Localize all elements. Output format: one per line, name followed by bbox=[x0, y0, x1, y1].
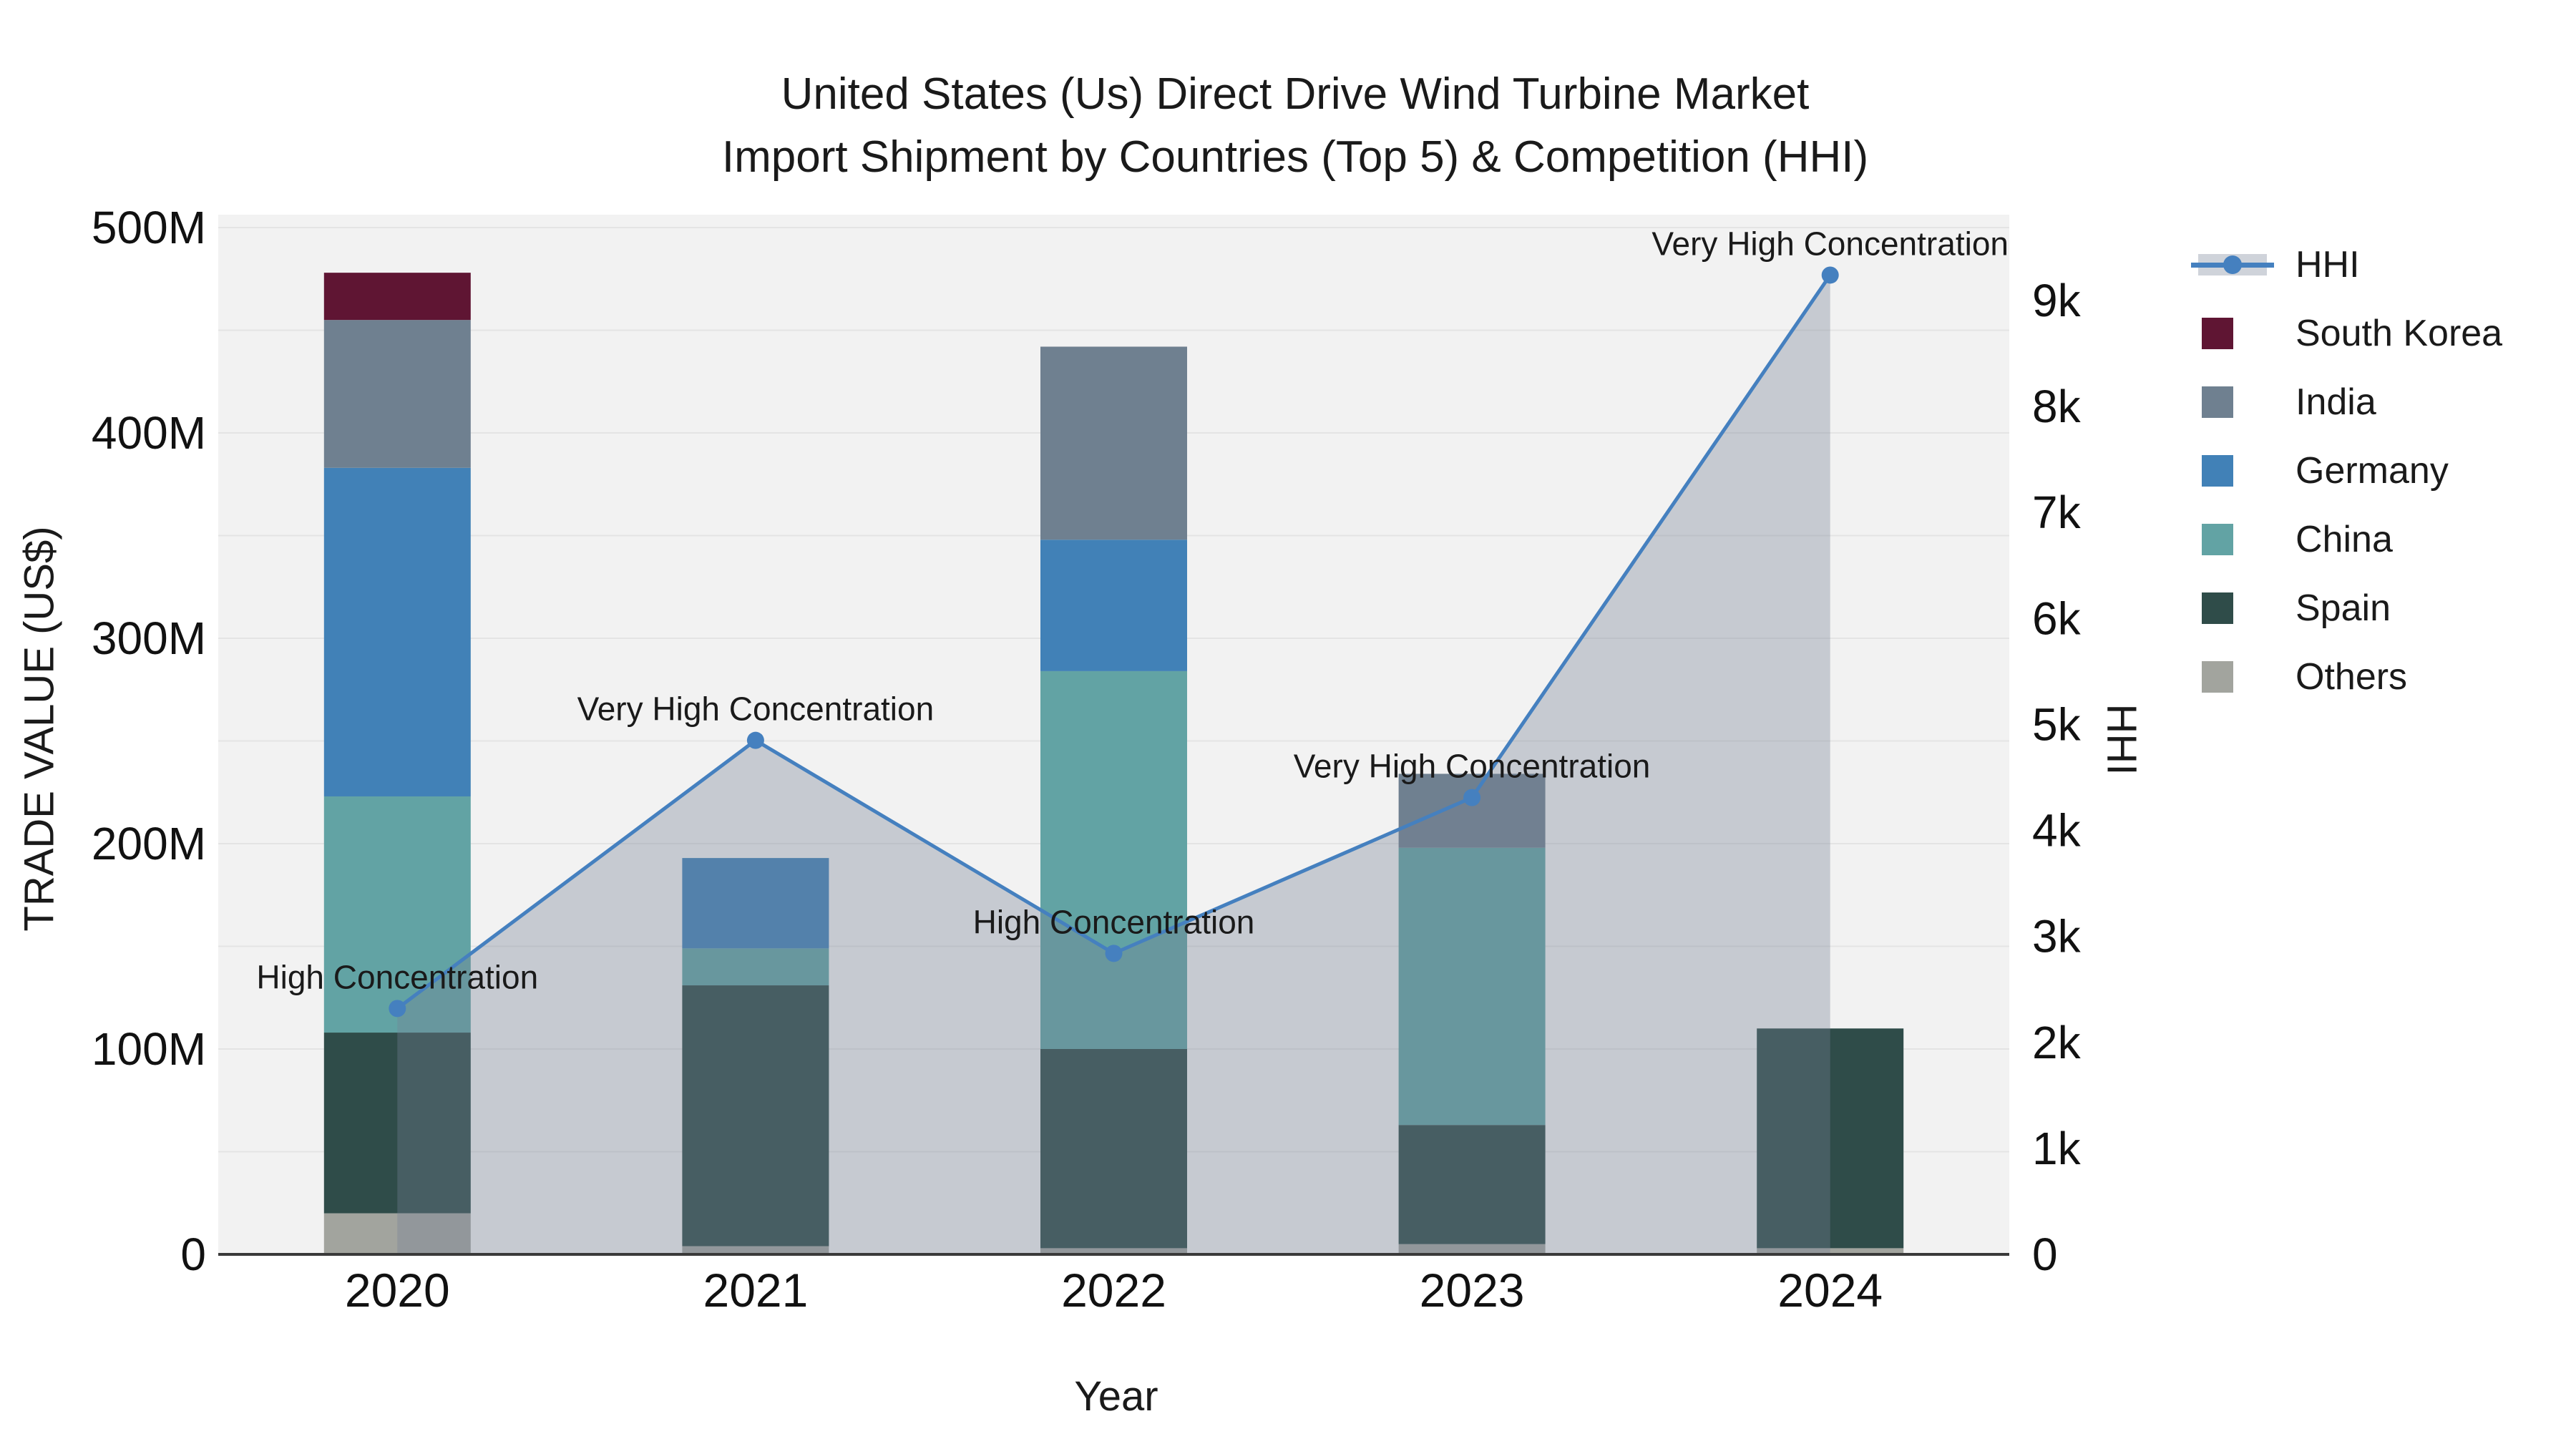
y-left-tick-100M: 100M bbox=[92, 1023, 206, 1075]
y-axis-title-left: TRADE VALUE (US$) bbox=[16, 526, 63, 932]
y-right-tick-2k: 2k bbox=[2032, 1017, 2082, 1068]
bar-segment-spain-2020[interactable] bbox=[323, 1033, 471, 1214]
bar-segment-south-korea-2020[interactable] bbox=[323, 273, 471, 321]
legend-item-south-korea[interactable]: South Korea bbox=[2182, 299, 2502, 368]
bar-segment-china-2022[interactable] bbox=[1040, 670, 1187, 1049]
y-right-tick-7k: 7k bbox=[2032, 487, 2082, 538]
color-swatch-icon bbox=[2182, 592, 2283, 624]
y-left-tick-400M: 400M bbox=[92, 407, 206, 459]
y-right-tick-9k: 9k bbox=[2032, 275, 2082, 326]
legend-item-germany[interactable]: Germany bbox=[2182, 436, 2502, 505]
legend-label: Others bbox=[2296, 656, 2408, 698]
y-right-tick-0: 0 bbox=[2032, 1229, 2058, 1280]
bar-segment-others-2022[interactable] bbox=[1040, 1248, 1187, 1254]
bar-segment-spain-2021[interactable] bbox=[682, 985, 829, 1246]
hhi-marker-2020[interactable] bbox=[389, 1000, 406, 1018]
legend-label: South Korea bbox=[2296, 313, 2503, 354]
bar-segment-india-2022[interactable] bbox=[1040, 346, 1187, 540]
hhi-area-fill bbox=[397, 275, 1830, 1254]
bar-segment-spain-2024[interactable] bbox=[1757, 1028, 1904, 1249]
bar-segment-germany-2020[interactable] bbox=[323, 467, 471, 796]
y-right-tick-6k: 6k bbox=[2032, 592, 2082, 644]
y-right-tick-4k: 4k bbox=[2032, 805, 2082, 857]
bar-segment-china-2020[interactable] bbox=[323, 796, 471, 1033]
bar-segment-china-2023[interactable] bbox=[1398, 847, 1546, 1126]
y-axis-title-right: HHI bbox=[2098, 703, 2145, 776]
bar-segment-china-2021[interactable] bbox=[682, 948, 829, 986]
bar-segment-others-2020[interactable] bbox=[323, 1213, 471, 1254]
bar-segment-germany-2021[interactable] bbox=[682, 858, 829, 949]
chart-title: United States (Us) Direct Drive Wind Tur… bbox=[722, 63, 1868, 189]
hhi-marker-2023[interactable] bbox=[1463, 789, 1481, 806]
annotation-2023: Very High Concentration bbox=[1294, 748, 1651, 785]
annotation-2022: High Concentration bbox=[973, 903, 1255, 940]
bar-segment-spain-2022[interactable] bbox=[1040, 1049, 1187, 1249]
hhi-marker-2024[interactable] bbox=[1821, 266, 1839, 284]
legend-label: China bbox=[2296, 519, 2393, 560]
bar-segment-india-2020[interactable] bbox=[323, 320, 471, 468]
legend-label: Germany bbox=[2296, 450, 2449, 492]
legend: HHI South Korea India Germany China Spain Othe… bbox=[2182, 230, 2502, 711]
annotation-2024: Very High Concentration bbox=[1652, 225, 2009, 262]
y-left-tick-300M: 300M bbox=[92, 613, 206, 664]
y-right-tick-1k: 1k bbox=[2032, 1123, 2082, 1174]
x-axis-title: Year bbox=[1074, 1373, 1158, 1420]
color-swatch-icon bbox=[2182, 318, 2283, 349]
y-left-tick-200M: 200M bbox=[92, 818, 206, 869]
y-left-tick-500M: 500M bbox=[92, 202, 206, 253]
color-swatch-icon bbox=[2182, 386, 2283, 418]
y-left-tick-0: 0 bbox=[180, 1229, 206, 1280]
legend-label: HHI bbox=[2296, 244, 2360, 286]
bar-segment-spain-2023[interactable] bbox=[1398, 1125, 1546, 1244]
legend-item-china[interactable]: China bbox=[2182, 505, 2502, 574]
legend-item-hhi[interactable]: HHI bbox=[2182, 230, 2502, 299]
legend-label: India bbox=[2296, 381, 2376, 423]
legend-item-others[interactable]: Others bbox=[2182, 643, 2502, 711]
x-tick-2023: 2023 bbox=[1420, 1264, 1525, 1317]
bar-segment-others-2021[interactable] bbox=[682, 1246, 829, 1254]
hhi-marker-2021[interactable] bbox=[746, 731, 764, 749]
x-tick-2020: 2020 bbox=[345, 1264, 450, 1317]
bar-segment-germany-2022[interactable] bbox=[1040, 540, 1187, 671]
bar-segment-india-2023[interactable] bbox=[1398, 774, 1546, 848]
y-right-tick-5k: 5k bbox=[2032, 698, 2082, 750]
y-right-tick-8k: 8k bbox=[2032, 381, 2082, 432]
x-tick-2024: 2024 bbox=[1777, 1264, 1883, 1317]
chart-title-line2: Import Shipment by Countries (Top 5) & C… bbox=[721, 132, 1869, 182]
color-swatch-icon bbox=[2182, 661, 2283, 693]
x-tick-2022: 2022 bbox=[1061, 1264, 1166, 1317]
color-swatch-icon bbox=[2182, 455, 2283, 487]
legend-item-india[interactable]: India bbox=[2182, 368, 2502, 436]
annotation-2021: Very High Concentration bbox=[577, 691, 935, 728]
legend-label: Spain bbox=[2296, 587, 2391, 629]
x-tick-2021: 2021 bbox=[703, 1264, 808, 1317]
hhi-line-swatch-icon bbox=[2182, 254, 2283, 275]
legend-item-spain[interactable]: Spain bbox=[2182, 574, 2502, 643]
bar-segment-others-2024[interactable] bbox=[1757, 1248, 1904, 1254]
annotation-2020: High Concentration bbox=[256, 958, 538, 995]
color-swatch-icon bbox=[2182, 524, 2283, 555]
chart-title-line1: United States (Us) Direct Drive Wind Tur… bbox=[781, 69, 1810, 119]
y-right-tick-3k: 3k bbox=[2032, 911, 2082, 962]
bar-segment-others-2023[interactable] bbox=[1398, 1244, 1546, 1254]
hhi-marker-2022[interactable] bbox=[1105, 945, 1123, 962]
